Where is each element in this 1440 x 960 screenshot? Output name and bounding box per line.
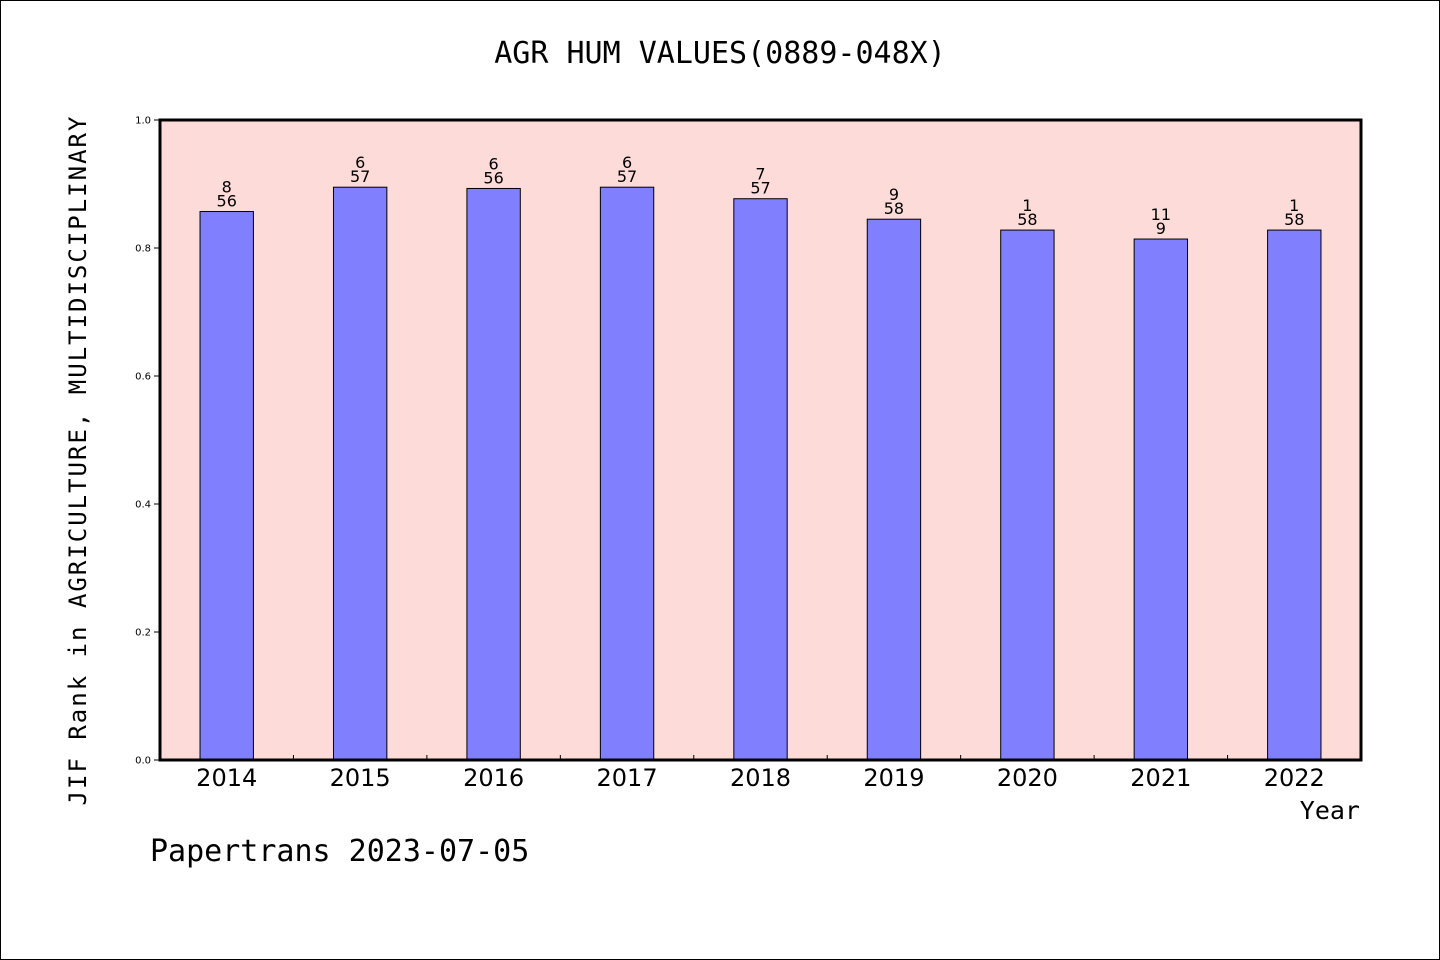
chart-title: AGR HUM VALUES(0889-048X) — [494, 36, 946, 71]
bar — [599, 186, 655, 761]
x-tick-label: 2022 — [1264, 764, 1325, 792]
bar-label-denominator: 58 — [884, 199, 904, 218]
x-tick-label: 2021 — [1130, 764, 1191, 792]
bar-label-denominator: 56 — [483, 168, 503, 187]
x-tick-label: 2017 — [597, 764, 658, 792]
x-tick-label: 2020 — [997, 764, 1058, 792]
x-tick-label: 2016 — [463, 764, 524, 792]
bar-label-denominator: 57 — [750, 179, 770, 198]
y-tick-label: 1.0 — [135, 116, 151, 127]
bar-label-numerator: 6 — [355, 153, 365, 172]
x-tick-label: 2019 — [863, 764, 924, 792]
footer-credit: Papertrans 2023-07-05 — [150, 834, 530, 869]
bar-label-numerator: 8 — [222, 178, 232, 197]
bar — [466, 187, 521, 761]
bar-label-numerator: 11 — [1151, 205, 1171, 224]
bar — [1133, 238, 1189, 761]
bar-label-numerator: 9 — [889, 185, 899, 204]
x-tick-label: 2015 — [330, 764, 391, 792]
bar-label-denominator: 9 — [1156, 219, 1166, 238]
bar-label-numerator: 7 — [755, 165, 765, 184]
bar-label-numerator: 1 — [1289, 196, 1299, 215]
bar — [332, 186, 388, 761]
bar-label-numerator: 6 — [622, 153, 632, 172]
bar — [1000, 229, 1055, 761]
bar — [1267, 229, 1322, 761]
bar-label-denominator: 57 — [350, 167, 370, 186]
bar-label-denominator: 57 — [617, 167, 637, 186]
x-axis-label: Year — [1299, 796, 1360, 825]
bar-label-denominator: 56 — [217, 192, 237, 211]
y-tick-label: 0.4 — [135, 500, 151, 511]
plot-area-border — [158, 118, 1363, 762]
bar — [199, 211, 254, 761]
bar-label-denominator: 58 — [1284, 210, 1304, 229]
bar-label-numerator: 1 — [1022, 196, 1032, 215]
bar-label-denominator: 58 — [1017, 210, 1037, 229]
y-tick-label: 0.0 — [135, 756, 151, 767]
y-tick-label: 0.2 — [135, 628, 151, 639]
bar-label-numerator: 6 — [489, 154, 499, 173]
y-tick-label: 0.8 — [135, 244, 151, 255]
x-tick-label: 2018 — [730, 764, 791, 792]
x-tick-label: 2014 — [196, 764, 257, 792]
bar — [733, 198, 788, 761]
y-tick-label: 0.6 — [135, 372, 151, 383]
bar — [866, 218, 922, 761]
